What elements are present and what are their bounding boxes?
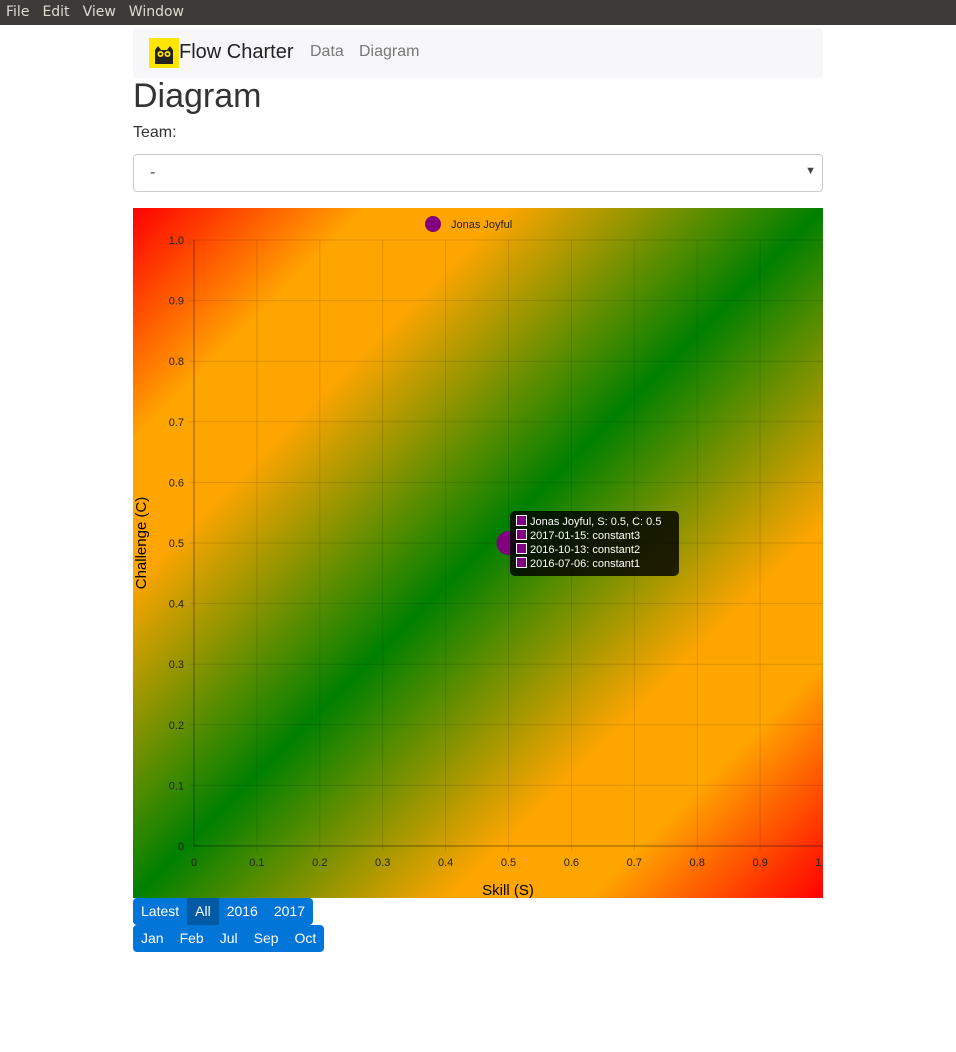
x-tick-label: 0.3 <box>375 857 390 869</box>
x-tick-label: 0.9 <box>752 857 767 869</box>
tooltip-row: 2016-07-06: constant1 <box>516 557 640 571</box>
menu-view[interactable]: View <box>82 4 116 20</box>
y-tick-label: 0.9 <box>169 296 184 308</box>
x-tick-label: 0.8 <box>690 857 705 869</box>
tooltip-text: 2016-07-06: constant1 <box>530 558 641 570</box>
y-tick-label: 0.5 <box>169 538 184 550</box>
chart-axes <box>193 240 823 847</box>
tooltip-text: 2017-01-15: constant3 <box>530 530 641 542</box>
period-button-oct[interactable]: Oct <box>286 925 325 952</box>
chart-tick-labels: 0 0.1 0.2 0.3 0.4 0.5 0.6 0.7 0.8 0.9 1.0 0 0.1 0.2 0.… <box>169 235 823 869</box>
y-tick-label: 0.2 <box>169 720 184 732</box>
month-button-group: Jan Feb Jul Sep Oct <box>133 925 325 952</box>
period-button-feb[interactable]: Feb <box>171 925 212 952</box>
y-tick-label: 0.7 <box>169 417 184 429</box>
y-tick-label: 0.8 <box>169 356 184 368</box>
chart-tooltip: Jonas Joyful, S: 0.5, C: 0.5 2017-01-15:… <box>510 511 679 576</box>
x-axis-label: Skill (S) <box>482 882 534 898</box>
y-tick-label: 0.3 <box>169 659 184 671</box>
tooltip-row: 2017-01-15: constant3 <box>516 529 640 543</box>
x-tick-label: 1.0 <box>815 857 823 869</box>
y-tick-label: 0 <box>178 841 184 853</box>
period-button-2016[interactable]: 2016 <box>218 898 266 925</box>
menu-window[interactable]: Window <box>128 4 184 20</box>
year-button-group: Latest All 2016 2017 <box>133 898 314 925</box>
nav-link-data[interactable]: Data <box>310 43 344 60</box>
owl-logo-icon[interactable] <box>149 38 179 68</box>
period-button-sep[interactable]: Sep <box>245 925 287 952</box>
x-tick-label: 0.6 <box>564 857 579 869</box>
tooltip-row: 2016-10-13: constant2 <box>516 543 640 557</box>
brand-name[interactable]: Flow Charter <box>179 41 294 63</box>
tooltip-text: 2016-10-13: constant2 <box>530 544 641 556</box>
os-menubar: File Edit View Window <box>0 0 956 25</box>
x-tick-label: 0 <box>191 857 197 869</box>
y-tick-label: 0.1 <box>169 780 184 792</box>
menu-file[interactable]: File <box>6 4 30 20</box>
series-swatch-icon <box>516 543 527 554</box>
x-tick-label: 0.5 <box>501 857 516 869</box>
flow-chart-svg: 0 0.1 0.2 0.3 0.4 0.5 0.6 0.7 0.8 0.9 1.0 0 0.1 0.2 0.… <box>133 216 823 898</box>
x-tick-label: 0.7 <box>627 857 642 869</box>
y-tick-label: 0.6 <box>169 477 184 489</box>
team-label: Team: <box>133 124 177 141</box>
navbar: Flow Charter Data Diagram <box>133 28 823 78</box>
period-button-2017[interactable]: 2017 <box>265 898 314 925</box>
team-select-value: - <box>150 164 156 181</box>
y-tick-label: 1.0 <box>169 235 184 247</box>
period-button-jan[interactable]: Jan <box>133 925 172 952</box>
y-tick-label: 0.4 <box>169 599 184 611</box>
nav-link-diagram[interactable]: Diagram <box>359 43 420 60</box>
menu-edit[interactable]: Edit <box>42 4 70 20</box>
y-axis-label: Challenge (C) <box>133 497 150 590</box>
tooltip-text: Jonas Joyful, S: 0.5, C: 0.5 <box>530 516 662 528</box>
flow-chart[interactable]: 0 0.1 0.2 0.3 0.4 0.5 0.6 0.7 0.8 0.9 1.0 0 0.1 0.2 0.… <box>133 208 823 898</box>
chart-legend[interactable]: Jonas Joyful <box>425 216 512 232</box>
x-tick-label: 0.1 <box>249 857 264 869</box>
team-select[interactable]: - ▼ <box>133 154 823 192</box>
series-swatch-icon <box>516 557 527 568</box>
period-button-all[interactable]: All <box>187 898 219 925</box>
series-swatch-icon <box>516 515 527 526</box>
page-title: Diagram <box>133 77 262 115</box>
chevron-down-icon: ▼ <box>805 165 816 177</box>
period-button-latest[interactable]: Latest <box>133 898 188 925</box>
x-tick-label: 0.4 <box>438 857 453 869</box>
series-swatch-icon <box>516 529 527 540</box>
legend-label[interactable]: Jonas Joyful <box>451 219 512 231</box>
legend-marker[interactable] <box>425 216 441 232</box>
x-tick-label: 0.2 <box>312 857 327 869</box>
period-button-jul[interactable]: Jul <box>211 925 246 952</box>
tooltip-row: Jonas Joyful, S: 0.5, C: 0.5 <box>516 515 661 529</box>
